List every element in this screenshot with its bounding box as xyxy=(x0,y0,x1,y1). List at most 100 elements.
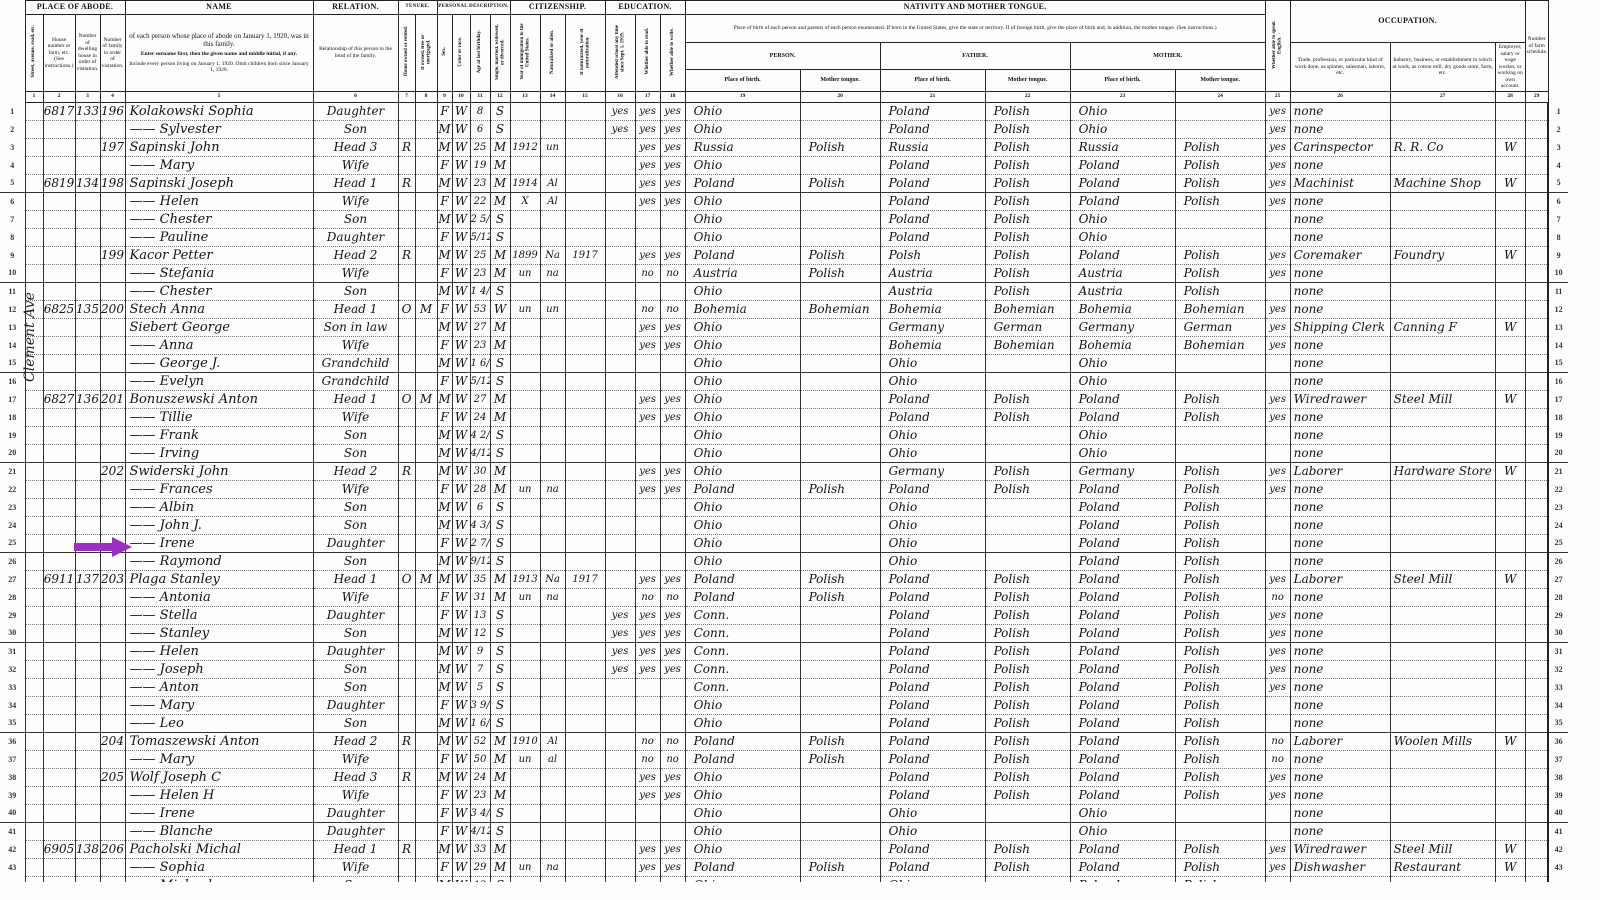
cell-can-read: yes xyxy=(634,660,661,679)
cell-person-name: Wolf Joseph C xyxy=(124,768,314,787)
cell-color: W xyxy=(451,174,471,193)
header-col11: Age at last birthday. xyxy=(469,14,491,92)
cell-mother-birthplace: Poland xyxy=(1069,480,1176,499)
cell-mortgaged xyxy=(414,282,438,301)
cell-father-tongue xyxy=(984,498,1071,517)
cell-marital-status: M xyxy=(489,786,511,805)
cell-mother-birthplace: Bohemia xyxy=(1069,300,1176,319)
cell-marital-status: S xyxy=(489,624,511,643)
cell-can-read: yes xyxy=(634,120,661,139)
cell-attended-school: yes xyxy=(604,660,636,679)
cell-immigration-year xyxy=(509,354,541,373)
line-number: 2 xyxy=(10,124,15,134)
cell-can-read: yes xyxy=(634,480,661,499)
cell-farm-schedule xyxy=(1524,174,1549,193)
cell-father-birthplace: Poland xyxy=(879,570,986,589)
cell-dwelling-number xyxy=(74,768,101,787)
cell-relation: Grandchild xyxy=(312,354,399,373)
cell-house-number xyxy=(42,498,76,517)
cell-mother-tongue-mother: Polish xyxy=(1174,390,1266,409)
cell-mother-tongue: Polish xyxy=(799,750,881,769)
line-number: 34 xyxy=(8,700,17,710)
cell-can-write xyxy=(659,804,686,823)
cell-street xyxy=(24,606,44,625)
cell-father-birthplace: Ohio xyxy=(879,534,986,553)
cell-employer-class xyxy=(1494,660,1526,679)
cell-mother-tongue xyxy=(799,336,881,355)
cell-trade: Laborer xyxy=(1289,570,1391,589)
line-number: 21 xyxy=(8,466,17,476)
cell-family-number: 197 xyxy=(99,138,126,157)
cell-farm-schedule xyxy=(1524,534,1549,553)
cell-farm-schedule xyxy=(1524,210,1549,229)
cell-color: W xyxy=(451,156,471,175)
cell-mortgaged xyxy=(414,696,438,715)
header-col15: If naturalized, year of naturalization. xyxy=(564,14,606,92)
cell-immigration-year xyxy=(509,516,541,535)
cell-mother-tongue: Polish xyxy=(799,858,881,877)
cell-farm-schedule xyxy=(1524,156,1549,175)
cell-home-owned xyxy=(397,552,416,571)
cell-street xyxy=(24,390,44,409)
cell-mother-tongue xyxy=(799,462,881,481)
cell-speaks-english: yes xyxy=(1264,606,1291,625)
cell-attended-school xyxy=(604,390,636,409)
line-number-right: 41 xyxy=(1547,822,1568,840)
cell-relation: Wife xyxy=(312,786,399,805)
cell-father-tongue: Polish xyxy=(984,282,1071,301)
cell-marital-status: M xyxy=(489,858,511,877)
cell-trade: none xyxy=(1289,210,1391,229)
cell-employer-class xyxy=(1494,156,1526,175)
cell-naturalized xyxy=(539,444,566,463)
cell-attended-school xyxy=(604,156,636,175)
cell-home-owned xyxy=(397,714,416,733)
cell-mother-tongue-mother: Polish xyxy=(1174,462,1266,481)
cell-naturalized: na xyxy=(539,588,566,607)
cell-attended-school xyxy=(604,570,636,589)
cell-can-write: yes xyxy=(659,246,686,265)
cell-father-birthplace: Poland xyxy=(879,642,986,661)
cell-father-birthplace: Ohio xyxy=(879,516,986,535)
cell-marital-status: M xyxy=(489,138,511,157)
cell-mother-tongue xyxy=(799,372,881,391)
line-number: 20 xyxy=(0,444,25,463)
cell-dwelling-number xyxy=(74,858,101,877)
table-row: 23 —— Albin Son M W 6 S Ohio Ohio Poland Polish non… xyxy=(0,498,1568,517)
cell-employer-class xyxy=(1494,480,1526,499)
cell-farm-schedule xyxy=(1524,120,1549,139)
cell-family-number: 200 xyxy=(99,300,126,319)
cell-age: 6 xyxy=(469,498,491,517)
cell-mother-tongue-mother: Polish xyxy=(1174,138,1266,157)
cell-house-number xyxy=(42,138,76,157)
cell-relation: Son xyxy=(312,210,399,229)
cell-trade: none xyxy=(1289,588,1391,607)
cell-mortgaged xyxy=(414,858,438,877)
cell-mother-tongue: Polish xyxy=(799,264,881,283)
column-number: 2 xyxy=(42,90,76,103)
cell-farm-schedule xyxy=(1524,246,1549,265)
cell-family-number xyxy=(99,696,126,715)
cell-speaks-english: yes xyxy=(1264,174,1291,193)
cell-mother-birthplace: Ohio xyxy=(1069,228,1176,247)
line-number: 27 xyxy=(8,574,17,584)
cell-immigration-year xyxy=(509,786,541,805)
cell-mother-tongue-mother: Polish xyxy=(1174,858,1266,877)
header-education: EDUCATION. xyxy=(604,0,686,15)
cell-mother-tongue-mother: Polish xyxy=(1174,606,1266,625)
cell-can-read xyxy=(634,498,661,517)
cell-trade: none xyxy=(1289,534,1391,553)
cell-attended-school: yes xyxy=(604,120,636,139)
cell-immigration-year: 1899 xyxy=(509,246,541,265)
cell-relation: Wife xyxy=(312,588,399,607)
cell-father-tongue: German xyxy=(984,318,1071,337)
line-number: 16 xyxy=(8,376,17,386)
cell-naturalized xyxy=(539,516,566,535)
line-number-right: 27 xyxy=(1547,570,1568,588)
cell-home-owned xyxy=(397,696,416,715)
cell-can-read: no xyxy=(634,732,661,751)
cell-employer-class xyxy=(1494,336,1526,355)
cell-home-owned: O xyxy=(397,300,416,319)
cell-person-name: —— Blanche xyxy=(124,822,314,841)
cell-dwelling-number xyxy=(74,120,101,139)
